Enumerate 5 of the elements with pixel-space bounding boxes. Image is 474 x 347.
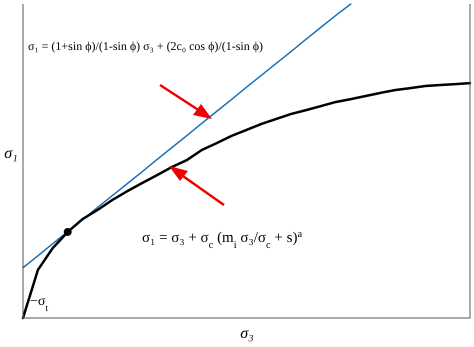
annotation: σ₁ = (1+sin ϕ)/(1-sin ϕ) σ₃ + (2c₀ cos ϕ)/(1-sin ϕ) xyxy=(28,39,264,53)
x-axis-title: σ₃ xyxy=(240,325,254,342)
y-axis-title: σ₁ xyxy=(4,145,18,162)
annotation: σ₁ = σ₃ + σ$_{c}$ (m$_{i}$ σ₃/σ$_{c}$ + s)$^{a}$ xyxy=(142,228,302,250)
annotation: −σ$_{t}$ xyxy=(30,294,48,314)
